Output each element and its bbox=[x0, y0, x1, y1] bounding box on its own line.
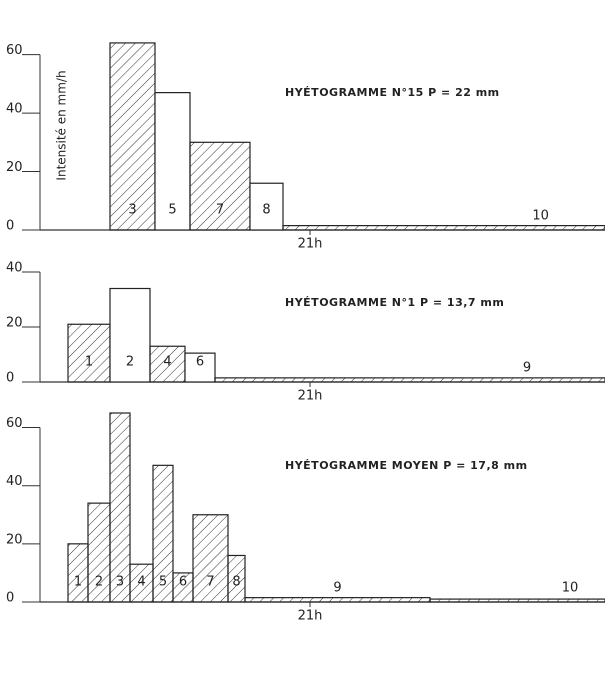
bar bbox=[282, 225, 605, 231]
bar bbox=[249, 182, 284, 231]
bar-label: 3 bbox=[116, 575, 124, 590]
y-tick-label: 0 bbox=[6, 219, 14, 234]
y-tick-label: 40 bbox=[6, 474, 23, 489]
x-tick-label: 21h bbox=[298, 389, 323, 404]
x-tick-label: 21h bbox=[298, 609, 323, 624]
bar bbox=[149, 345, 186, 383]
y-tick-label: 40 bbox=[6, 261, 23, 276]
bar bbox=[109, 412, 131, 603]
bar bbox=[67, 543, 89, 603]
bar-label: 4 bbox=[137, 575, 145, 590]
bar-label: 6 bbox=[196, 355, 204, 370]
bar-label: 2 bbox=[95, 575, 103, 590]
bar bbox=[154, 92, 191, 231]
bar-label: 7 bbox=[206, 575, 214, 590]
bar-label: 4 bbox=[163, 355, 171, 370]
bar-label: 5 bbox=[159, 575, 167, 590]
bar-label: 9 bbox=[333, 581, 341, 596]
chart-title: HYÉTOGRAMME N°1 P = 13,7 mm bbox=[285, 296, 504, 309]
bar bbox=[214, 377, 605, 383]
bar-label: 6 bbox=[179, 575, 187, 590]
bar-label: 3 bbox=[128, 203, 136, 218]
bar bbox=[152, 464, 174, 603]
y-tick-label: 20 bbox=[6, 160, 23, 175]
bar-label: 10 bbox=[532, 209, 549, 224]
y-tick-label: 60 bbox=[6, 43, 23, 58]
bar-label: 1 bbox=[85, 355, 93, 370]
bar bbox=[429, 598, 605, 603]
y-tick-label: 60 bbox=[6, 416, 23, 431]
y-axis-label: Intensité en mm/h bbox=[55, 70, 69, 180]
bar bbox=[244, 597, 431, 603]
bar bbox=[109, 42, 156, 231]
y-tick-label: 20 bbox=[6, 532, 23, 547]
bar-label: 2 bbox=[126, 355, 134, 370]
x-tick-label: 21h bbox=[298, 237, 323, 252]
bar-label: 7 bbox=[216, 203, 224, 218]
bar-label: 5 bbox=[168, 203, 176, 218]
bar bbox=[227, 554, 246, 603]
bar bbox=[189, 141, 251, 231]
bar bbox=[184, 352, 216, 383]
chart-title: HYÉTOGRAMME N°15 P = 22 mm bbox=[285, 86, 500, 99]
y-tick-label: 0 bbox=[6, 371, 14, 386]
y-tick-label: 40 bbox=[6, 102, 23, 117]
bar-label: 10 bbox=[562, 581, 579, 596]
chart-title: HYÉTOGRAMME MOYEN P = 17,8 mm bbox=[285, 459, 528, 472]
bar bbox=[109, 287, 151, 383]
y-tick-label: 20 bbox=[6, 316, 23, 331]
bar-label: 8 bbox=[232, 575, 240, 590]
bar-label: 1 bbox=[74, 575, 82, 590]
bar bbox=[67, 323, 111, 383]
bar-label: 8 bbox=[262, 203, 270, 218]
y-tick-label: 0 bbox=[6, 591, 14, 606]
bar-label: 9 bbox=[523, 361, 531, 376]
